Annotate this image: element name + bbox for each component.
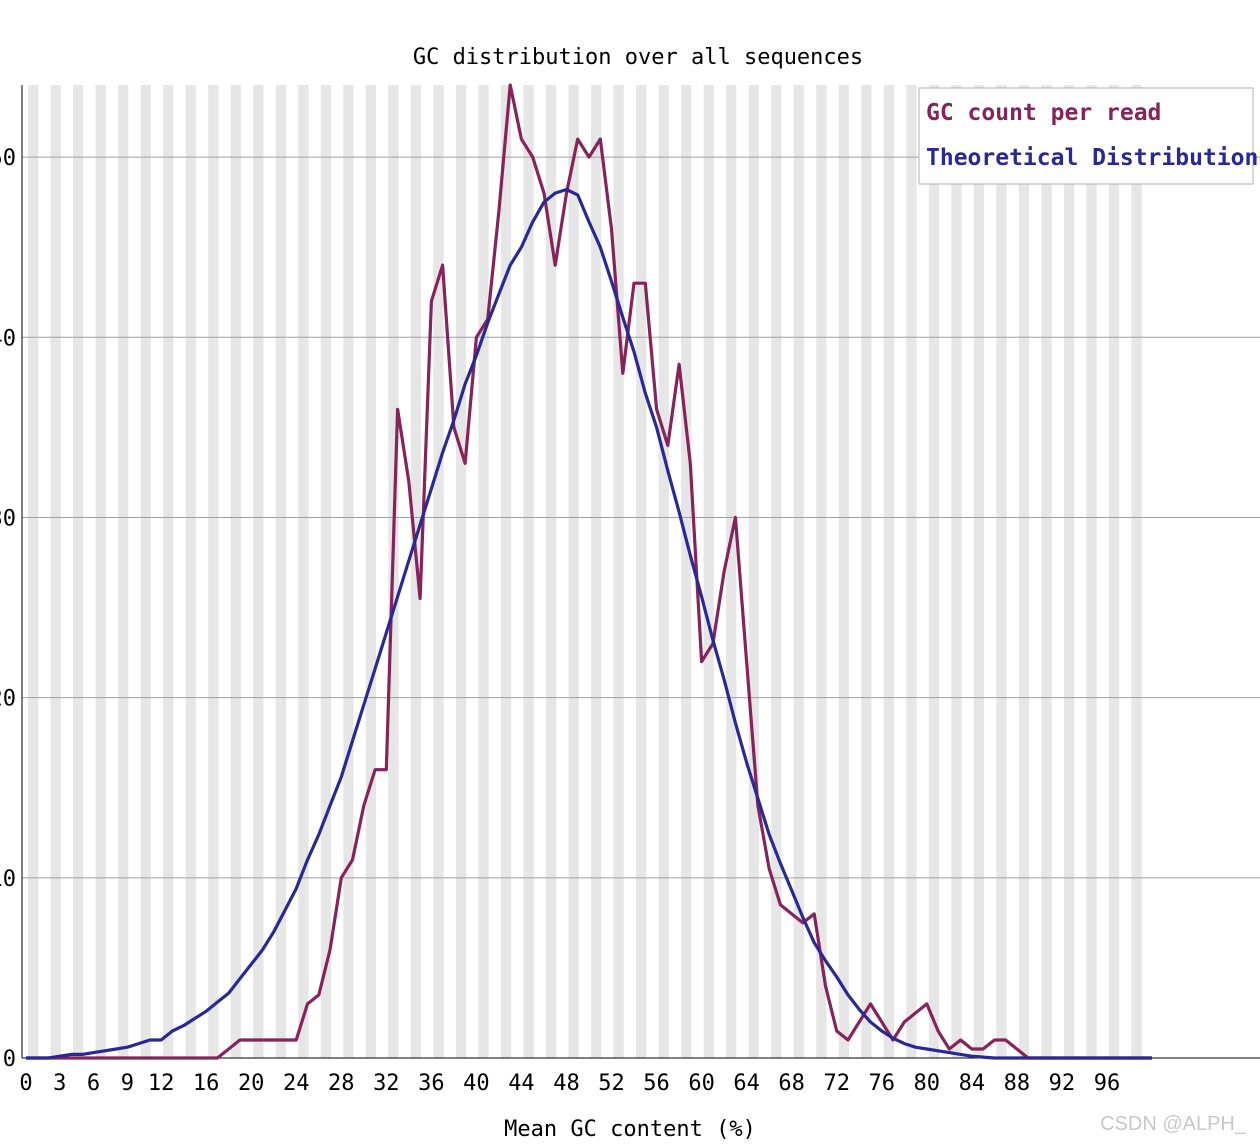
x-tick-label: 60 [688,1071,715,1096]
stripe [793,85,804,1058]
stripe [163,85,174,1058]
stripe [883,85,895,1058]
stripe [50,85,61,1058]
stripe [771,85,782,1058]
legend-entry-theoretical: Theoretical Distribution [926,145,1258,171]
stripe [208,85,219,1058]
x-tick-label: 84 [959,1071,986,1096]
stripe [838,85,849,1058]
x-tick-label: 3 [53,1071,66,1096]
stripe [568,85,579,1058]
x-tick-label: 0 [19,1071,32,1096]
stripe [861,85,872,1058]
x-axis-label: Mean GC content (%) [504,1117,756,1142]
y-tick-label: 0 [3,1047,16,1072]
stripe [1041,85,1052,1058]
x-tick-label: 6 [87,1071,100,1096]
legend-entry-gc-count: GC count per read [926,100,1161,126]
stripe [1018,85,1030,1058]
stripe [1108,85,1120,1058]
x-tick-label: 28 [328,1071,355,1096]
y-gridlines [22,156,1260,879]
x-tick-labels: 0 3 6 9 12 16 20 24 28 32 36 40 44 48 52 56 60 64 68 72 76 80… [19,1071,1120,1096]
x-tick-label: 20 [238,1071,265,1096]
stripe [455,85,467,1058]
stripe [906,85,917,1058]
x-tick-label: 64 [733,1071,760,1096]
stripe [726,85,737,1058]
legend-box [918,87,1254,185]
stripe [253,85,264,1058]
x-tick-label: 68 [778,1071,805,1096]
background-stripes [28,85,1142,1058]
x-tick-label: 32 [373,1071,400,1096]
stripe [658,85,669,1058]
x-tick-label: 52 [598,1071,625,1096]
stripe [613,85,624,1058]
x-tick-label: 48 [553,1071,580,1096]
x-tick-label: 40 [463,1071,490,1096]
y-tick-label: 30 [0,506,16,531]
x-tick-label: 44 [508,1071,535,1096]
x-tick-label: 76 [869,1071,896,1096]
y-tick-labels: 0 10 20 30 40 50 [0,146,16,1072]
stripe [1063,85,1075,1058]
stripe [185,85,196,1058]
watermark: CSDN @ALPH_ [1100,1113,1246,1135]
stripe [365,85,377,1058]
stripe [591,85,602,1058]
stripe [500,85,512,1058]
x-tick-label: 96 [1094,1071,1121,1096]
series-line-theoretical [26,187,1152,1060]
stripe [140,85,151,1058]
stripe [118,85,129,1058]
stripe [523,85,534,1058]
stripe [73,85,84,1058]
chart-title: GC distribution over all sequences [413,45,863,70]
stripe [478,85,489,1058]
y-tick-label: 40 [0,326,16,351]
stripe [748,85,759,1058]
series-lines [26,83,1152,1060]
stripe [1086,85,1097,1058]
x-tick-label: 72 [823,1071,850,1096]
x-tick-label: 56 [643,1071,670,1096]
legend: GC count per read Theoretical Distributi… [918,87,1258,185]
series-line-gc-count [26,83,1152,1060]
stripe [973,85,985,1058]
stripe [320,85,332,1058]
x-tick-label: 92 [1049,1071,1076,1096]
x-tick-label: 80 [914,1071,941,1096]
stripe [636,85,647,1058]
stripe [95,85,106,1058]
x-tick-label: 88 [1004,1071,1031,1096]
x-tick-label: 16 [193,1071,220,1096]
x-tick-label: 12 [148,1071,175,1096]
stripe [951,85,962,1058]
stripe [816,85,827,1058]
stripe [275,85,286,1058]
x-tick-label: 9 [121,1071,134,1096]
x-tick-label: 24 [283,1071,310,1096]
stripe [28,85,39,1058]
stripe [1131,85,1142,1058]
stripe [230,85,241,1058]
stripe [343,85,354,1058]
stripe [996,85,1007,1058]
y-tick-label: 10 [0,867,16,892]
x-tick-label: 36 [418,1071,445,1096]
stripe [681,85,692,1058]
stripe [703,85,714,1058]
stripe [928,85,940,1058]
stripe [298,85,309,1058]
y-tick-label: 50 [0,146,16,171]
stripe [433,85,444,1058]
stripe [545,85,557,1058]
y-tick-label: 20 [0,687,16,712]
